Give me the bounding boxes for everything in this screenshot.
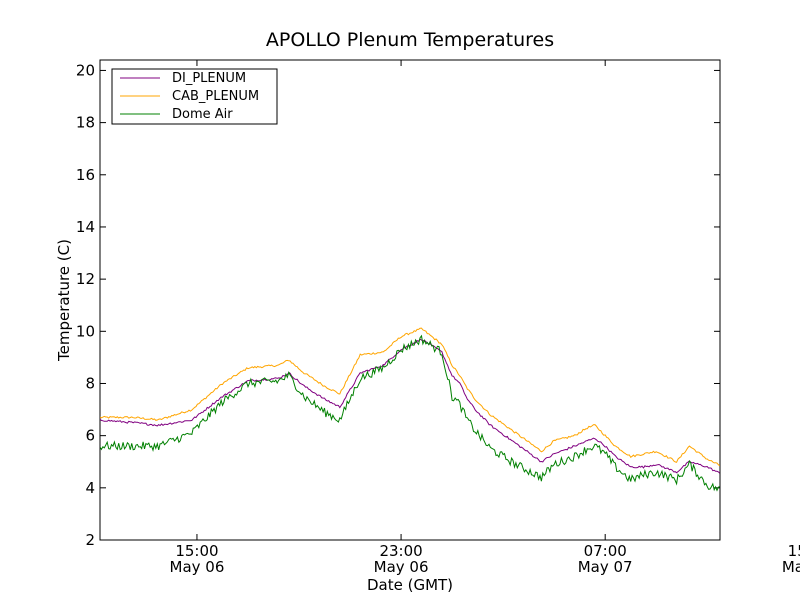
plot-frame	[99, 59, 721, 541]
x-tick-label-date: May 07	[782, 558, 800, 576]
chart-title: APOLLO Plenum Temperatures	[266, 29, 554, 51]
x-tick-label-time: 15:00	[788, 542, 800, 560]
x-tick-label-date: May 07	[578, 558, 633, 576]
x-tick-label-time: 15:00	[175, 542, 218, 560]
x-tick-label-time: 23:00	[379, 542, 422, 560]
series-line-dome-air	[100, 334, 720, 492]
x-tick-label-date: May 06	[170, 558, 225, 576]
y-tick-label: 4	[85, 479, 95, 497]
y-tick-label: 10	[76, 322, 95, 340]
y-tick-label: 20	[76, 61, 95, 79]
series-line-cab-plenum	[100, 327, 720, 467]
y-axis-label: Temperature (C)	[55, 239, 73, 362]
legend-label-dome-air: Dome Air	[172, 107, 233, 122]
y-tick-label: 14	[76, 218, 95, 236]
y-tick-label: 16	[76, 166, 95, 184]
legend-label-di-plenum: DI_PLENUM	[172, 71, 246, 86]
y-tick-label: 2	[85, 531, 95, 549]
x-tick-label-date: May 06	[374, 558, 429, 576]
x-axis-label: Date (GMT)	[367, 576, 453, 594]
y-tick-label: 12	[76, 270, 95, 288]
x-tick-label-time: 07:00	[584, 542, 627, 560]
y-tick-label: 6	[85, 427, 95, 445]
y-tick-label: 18	[76, 114, 95, 132]
legend: DI_PLENUM CAB_PLENUM Dome Air	[111, 68, 278, 125]
y-tick-label: 8	[85, 374, 95, 392]
series-line-di-plenum	[100, 338, 720, 474]
legend-label-cab-plenum: CAB_PLENUM	[172, 89, 259, 104]
